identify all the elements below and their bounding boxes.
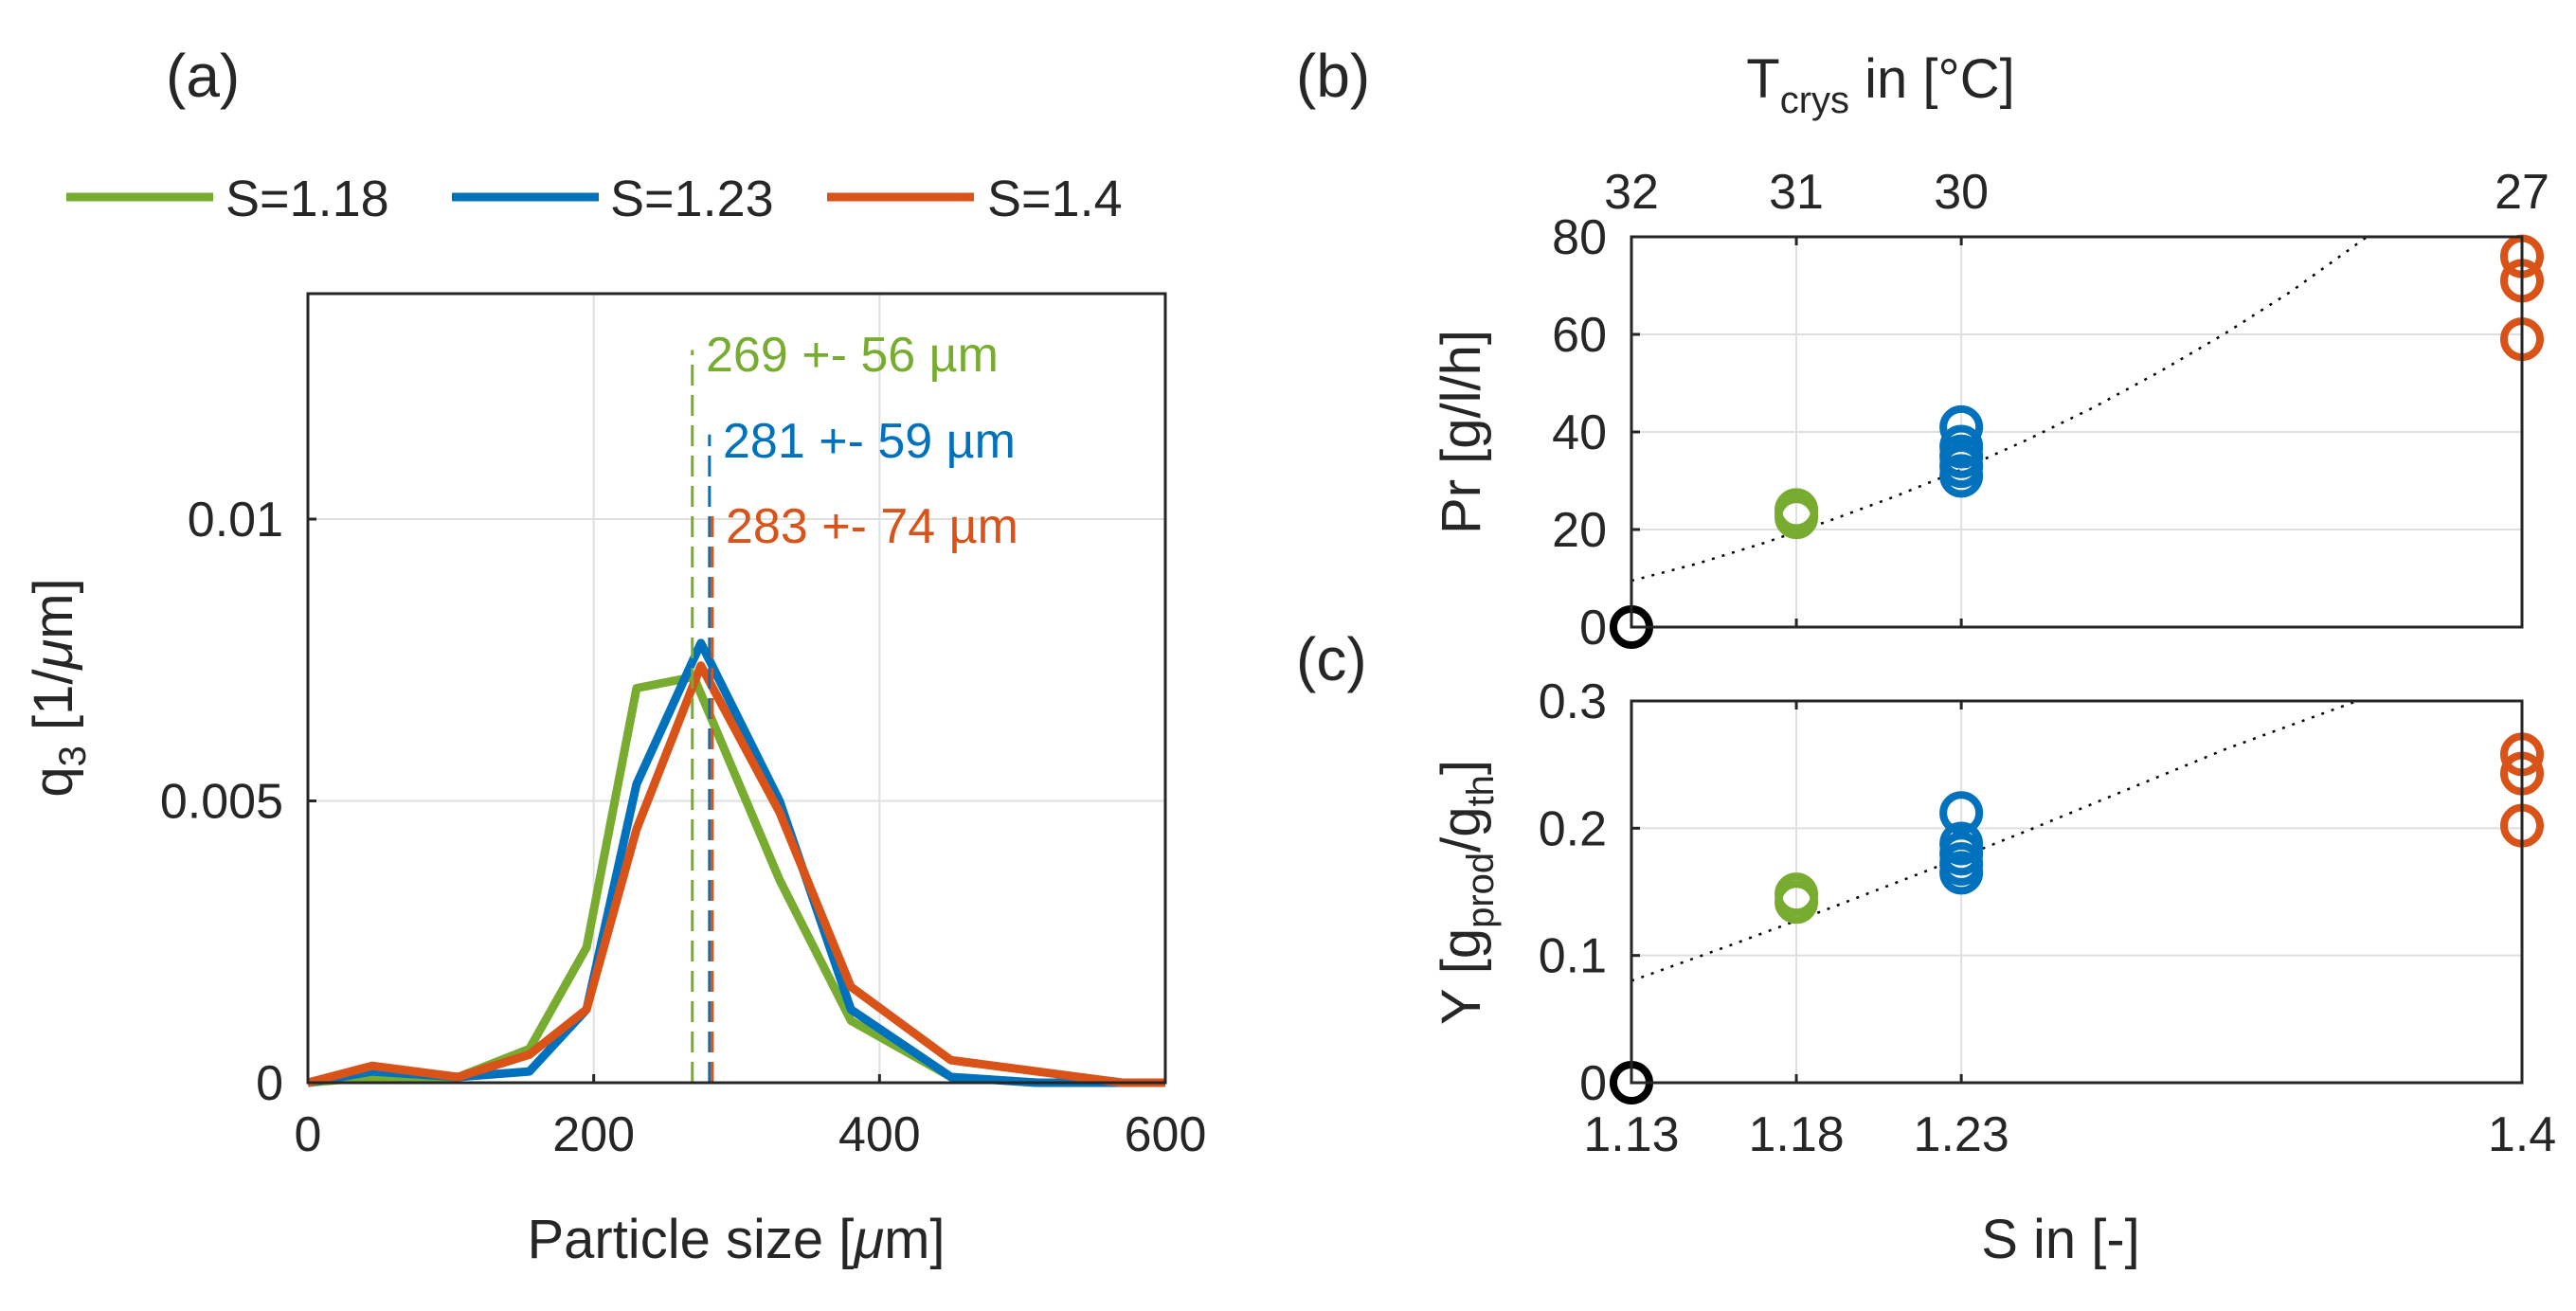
data-point [1774, 872, 1819, 917]
axes-c: 1.13 1.18 1.23 1.4 0 0.1 0.2 0.3 [1539, 674, 2556, 1162]
tick-label-top: 30 [1934, 165, 1989, 220]
legend-a: S=1.18 S=1.23 S=1.4 [66, 171, 1123, 227]
ticks-b: 32 31 30 27 0 20 40 60 80 [1552, 165, 2549, 656]
trend-line [1630, 235, 2369, 583]
grid-c [1630, 700, 2523, 1084]
tick-label-x: 1.18 [1748, 1107, 1844, 1162]
tick-label-y-a: 0 [256, 1056, 283, 1111]
data-point [1939, 791, 1984, 835]
tick-label-x-a: 600 [1125, 1107, 1207, 1162]
series-line-S=1.23 [307, 638, 1165, 1087]
xlabel-a: Particle size [μm] [527, 1209, 945, 1270]
tick-label-y: 40 [1552, 405, 1607, 460]
mean-annotation-s118: 269 +- 56 µm [706, 328, 999, 383]
legend-label-s118: S=1.18 [225, 171, 389, 227]
tick-label-y: 0 [1579, 1056, 1607, 1111]
tick-label-y: 80 [1552, 210, 1607, 265]
data-point [1939, 821, 1984, 866]
tick-label-y: 60 [1552, 308, 1607, 363]
panel-a-label: (a) [166, 42, 240, 110]
tick-label-x: 1.23 [1914, 1107, 2009, 1162]
axes-a-box [306, 292, 1167, 1085]
tick-label-top: 31 [1769, 165, 1824, 220]
data-point [1939, 404, 1984, 449]
tick-label-x-a: 400 [838, 1107, 921, 1162]
trend-line [1630, 699, 2358, 982]
tick-label-y: 0 [1579, 601, 1607, 656]
points-b [1610, 234, 2544, 649]
ylabel-a: q3 [1/μm] [23, 578, 94, 797]
tick-label-x-a: 0 [295, 1107, 322, 1162]
axes-a: 0 200 400 600 0 0.005 0.01 [160, 292, 1207, 1162]
tick-label-top: 27 [2495, 165, 2549, 220]
panel-b-label: (b) [1296, 42, 1370, 110]
legend-label-s14: S=1.4 [987, 171, 1123, 227]
tick-label-y-a: 0.01 [188, 493, 283, 548]
axes-c-box [1630, 699, 2524, 1085]
tick-label-top: 32 [1604, 165, 1659, 220]
ticks-c: 1.13 1.18 1.23 1.4 0 0.1 0.2 0.3 [1539, 674, 2556, 1162]
grid-b [1630, 236, 2523, 628]
data-point [1774, 488, 1819, 532]
ylabel-b: Pr [g/l/h] [1431, 330, 1492, 534]
mean-annotation-s123: 281 +- 59 µm [723, 414, 1016, 469]
legend-label-s123: S=1.23 [610, 171, 774, 227]
points-c [1610, 732, 2544, 1104]
tick-label-y: 0.1 [1539, 929, 1607, 984]
panel-c-label: (c) [1296, 625, 1367, 693]
tick-label-x-a: 200 [552, 1107, 635, 1162]
tick-label-y-a: 0.005 [160, 775, 283, 830]
tick-label-x: 1.4 [2488, 1107, 2556, 1162]
axes-b: 32 31 30 27 0 20 40 60 80 [1552, 165, 2549, 656]
series-line-S=1.4 [306, 661, 1165, 1087]
trend-c [1630, 699, 2358, 982]
top-xlabel-b: Tcrys in [°C] [1746, 48, 2014, 121]
ticks-a: 0 200 400 600 0 0.005 0.01 [160, 493, 1207, 1162]
grid-a [307, 294, 1166, 1084]
tick-label-y: 0.2 [1539, 801, 1607, 856]
tick-label-x: 1.13 [1583, 1107, 1679, 1162]
data-point [1939, 424, 1984, 469]
trend-b [1630, 235, 2369, 583]
xlabel-c: S in [-] [1981, 1209, 2140, 1270]
mean-annotation-s14: 283 +- 74 µm [726, 499, 1018, 554]
ylabel-c: Y [gprod/gth] [1431, 760, 1502, 1025]
tick-label-y: 0.3 [1539, 674, 1607, 729]
tick-label-y: 20 [1552, 503, 1607, 558]
